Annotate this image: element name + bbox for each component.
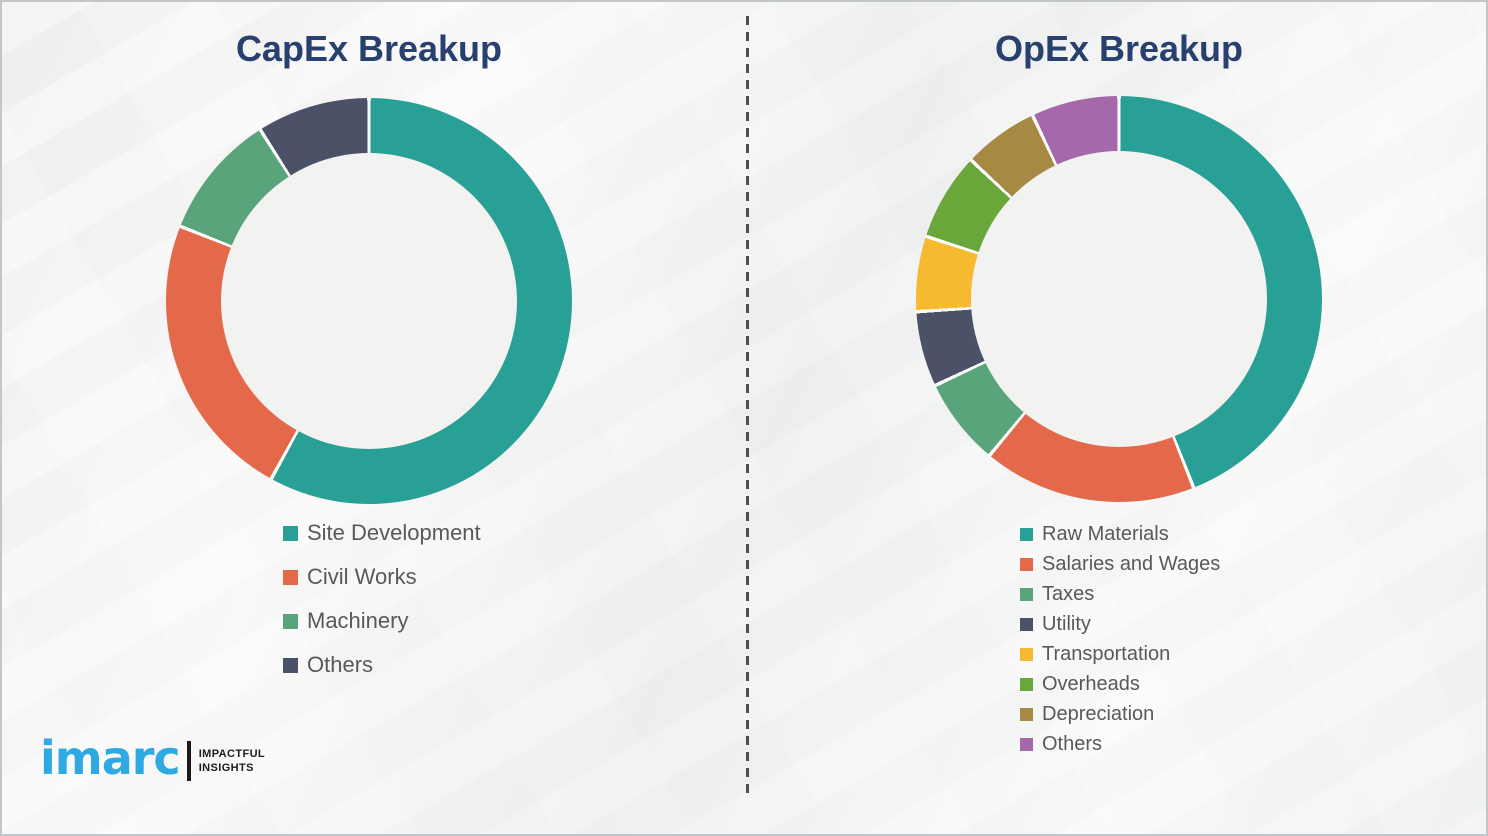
logo-tagline-line1: IMPACTFUL xyxy=(198,747,266,760)
opex-donut-chart xyxy=(916,96,1322,502)
legend-label-raw-materials: Raw Materials xyxy=(1042,522,1169,545)
legend-label-civil-works: Civil Works xyxy=(307,564,417,589)
legend-item-transportation: Transportation xyxy=(1020,639,1220,669)
legend-label-utility: Utility xyxy=(1042,612,1091,635)
legend-swatch-depreciation xyxy=(1020,707,1033,721)
legend-item-salaries-and-wages: Salaries and Wages xyxy=(1020,549,1220,579)
legend-swatch-taxes xyxy=(1020,587,1033,601)
legend-label-machinery: Machinery xyxy=(307,608,409,633)
legend-swatch-overheads xyxy=(1020,677,1033,691)
imarc-wordmark: imarc xyxy=(40,731,181,785)
logo-tagline: IMPACTFUL INSIGHTS xyxy=(199,747,265,776)
legend-swatch-capex-others xyxy=(283,657,298,673)
legend-label-capex-others: Others xyxy=(307,652,374,677)
legend-label-opex-others: Others xyxy=(1042,732,1103,755)
legend-item-machinery: Machinery xyxy=(283,599,481,643)
legend-label-depreciation: Depreciation xyxy=(1042,702,1155,725)
legend-item-capex-others: Others xyxy=(283,643,481,687)
legend-item-opex-others: Others xyxy=(1020,729,1220,759)
capex-legend: Site Development Civil Works Machinery O… xyxy=(283,511,481,687)
opex-title: OpEx Breakup xyxy=(994,28,1244,69)
donut-hole xyxy=(971,151,1267,447)
legend-item-raw-materials: Raw Materials xyxy=(1020,519,1220,549)
logo-tagline-line2: INSIGHTS xyxy=(198,762,254,774)
legend-label-taxes: Taxes xyxy=(1042,582,1095,605)
legend-swatch-machinery xyxy=(283,613,298,629)
capex-donut-chart xyxy=(166,98,572,504)
legend-label-site-development: Site Development xyxy=(307,520,481,545)
legend-swatch-site-development xyxy=(283,525,298,541)
legend-swatch-opex-others xyxy=(1020,737,1033,751)
legend-swatch-utility xyxy=(1020,617,1033,631)
logo-divider-bar xyxy=(186,741,191,781)
legend-label-salaries-and-wages: Salaries and Wages xyxy=(1042,552,1221,575)
legend-swatch-raw-materials xyxy=(1020,527,1033,541)
legend-item-civil-works: Civil Works xyxy=(283,555,481,599)
legend-item-overheads: Overheads xyxy=(1020,669,1220,699)
legend-item-site-development: Site Development xyxy=(283,511,481,555)
imarc-logo: imarc IMPACTFUL INSIGHTS xyxy=(40,735,265,781)
opex-legend: Raw Materials Salaries and Wages Taxes U… xyxy=(1020,519,1220,759)
legend-swatch-salaries-and-wages xyxy=(1020,557,1033,571)
legend-label-transportation: Transportation xyxy=(1042,642,1171,665)
capex-title: CapEx Breakup xyxy=(235,28,503,69)
legend-swatch-transportation xyxy=(1020,647,1033,661)
legend-item-depreciation: Depreciation xyxy=(1020,699,1220,729)
legend-item-utility: Utility xyxy=(1020,609,1220,639)
legend-item-taxes: Taxes xyxy=(1020,579,1220,609)
legend-label-overheads: Overheads xyxy=(1042,672,1140,695)
legend-swatch-civil-works xyxy=(283,569,298,585)
dashed-divider xyxy=(746,16,749,794)
donut-hole xyxy=(221,153,517,449)
